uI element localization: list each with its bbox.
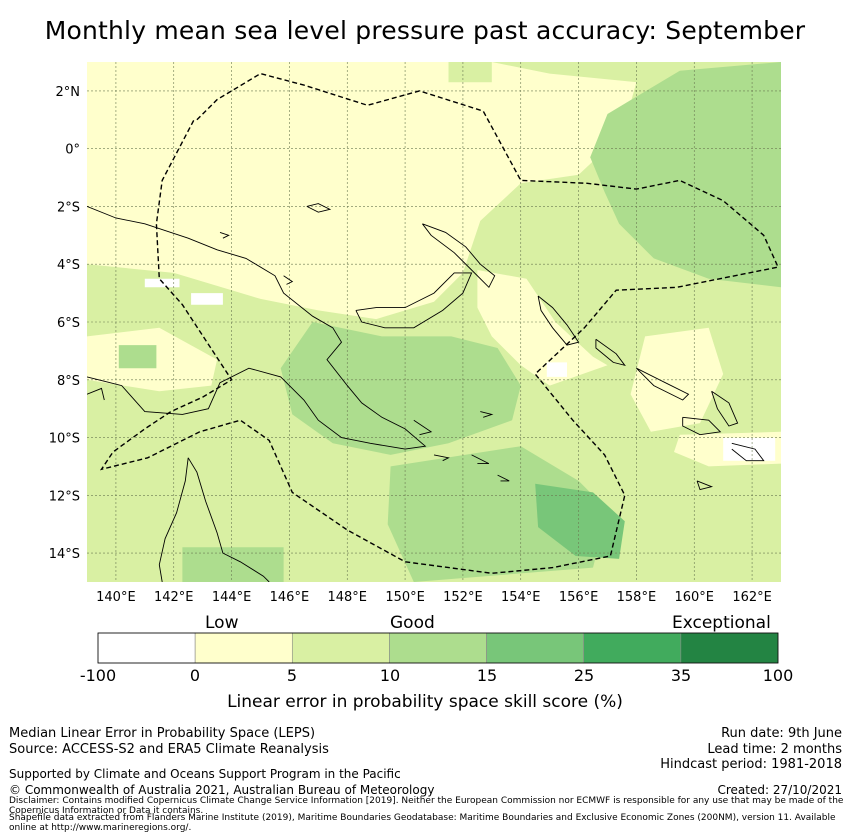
longitude-tick-label: 144°E [212,590,252,605]
chart-title: Monthly mean sea level pressure past acc… [44,16,806,45]
longitude-tick-label: 146°E [270,590,310,605]
colorbar-segment [389,632,487,664]
colorbar-tick: 100 [762,666,794,685]
coastline [696,480,714,491]
colorbar-tick: 5 [286,666,298,685]
coastline [636,367,690,401]
colorbar-segment [291,632,390,664]
lead-time: Lead time: 2 months [707,742,842,757]
footer-copyright: © Commonwealth of Australia 2021, Austra… [9,783,435,797]
latitude-tick-label: 10°S [49,432,80,447]
footer-method: Median Linear Error in Probability Space… [9,726,316,741]
axis-tick-labels: 140°E 142°E 144°E 146°E 148°E 150°E 152°E 154°E… [49,85,772,605]
latitude-tick-label: 0° [65,143,80,158]
coastline [158,457,189,582]
coastline [283,275,294,285]
longitude-tick-label: 156°E [559,590,599,605]
coastlines [87,203,765,582]
colorbar-tick: 10 [379,666,401,685]
colorbar-label: Linear error in probability space skill … [227,692,623,712]
coastline [355,272,473,329]
latitude-tick-label: 14°S [49,547,80,562]
longitude-tick-label: 140°E [96,590,136,605]
skill-zone [723,437,776,461]
colorbar-segment [680,632,779,664]
longitude-tick-label: 158°E [617,590,657,605]
skill-zone [191,293,223,305]
skill-zones [87,62,781,582]
footer-source: Source: ACCESS-S2 and ERA5 Climate Reana… [9,742,329,757]
colorbar-category-low: Low [205,613,239,633]
coastline [422,223,496,289]
footer-support: Supported by Climate and Oceans Support … [9,767,401,781]
latitude-tick-label: 2°N [56,85,81,100]
skill-zone [477,270,608,386]
longitude-tick-label: 154°E [501,590,541,605]
coastline [87,205,427,450]
skill-zone [387,446,608,582]
colorbar-tick: 0 [189,666,201,685]
colorbar-segment [486,632,585,664]
coastline [480,411,494,418]
shapefile-credit: Shapefile data extracted from Flanders M… [9,813,836,833]
skill-zone [535,483,625,559]
skill-zone [182,547,284,582]
longitude-tick-label: 152°E [443,590,483,605]
skill-zone [448,62,492,83]
longitude-tick-label: 142°E [154,590,194,605]
colorbar-segment [194,632,293,664]
hindcast-period: Hindcast period: 1981-2018 [660,757,842,772]
longitude-tick-label: 162°E [732,590,772,605]
skill-zone [280,322,521,455]
longitude-tick-label: 150°E [385,590,425,605]
disclaimer: Disclaimer: Contains modified Copernicus… [9,796,844,816]
gridlines [87,62,781,582]
coastline [731,442,765,462]
skill-zone [590,62,781,288]
colorbar-category-exceptional: Exceptional [672,613,771,633]
longitude-tick-label: 148°E [327,590,367,605]
colorbar-frame [97,632,779,664]
coastline [306,203,332,213]
coastline [413,419,433,436]
coastline [219,231,230,239]
latitude-tick-label: 12°S [49,489,80,504]
map-plot-area [87,62,781,582]
skill-map: 140°E 142°E 144°E 146°E 148°E 150°E 152°E 154°E… [49,62,781,664]
colorbar-tick: 15 [476,666,498,685]
coastline [87,387,105,401]
colorbar-segment [97,632,196,664]
coastline [497,474,510,482]
colorbar-tick: 35 [670,666,692,685]
coastline [537,295,580,346]
longitude-tick-label: 160°E [674,590,714,605]
colorbar-segment [583,632,682,664]
run-date: Run date: 9th June [721,726,842,741]
eez-boundary [99,72,780,575]
coastline [471,454,490,465]
latitude-tick-label: 2°S [57,200,80,215]
skill-zone [144,278,180,288]
colorbar-category-good: Good [390,613,435,633]
colorbar [97,632,779,664]
skill-zone [546,362,567,377]
latitude-tick-label: 8°S [57,374,80,389]
coastline [711,390,739,427]
created-date: Created: 27/10/2021 [717,783,842,797]
colorbar-tick: -100 [79,666,117,685]
latitude-tick-label: 4°S [57,258,80,273]
coastline [595,338,626,367]
coastline [187,457,270,582]
skill-zone [118,345,157,369]
coastline [682,416,722,436]
colorbar-tick: 25 [573,666,595,685]
latitude-tick-label: 6°S [57,316,80,331]
coastline [433,454,450,462]
